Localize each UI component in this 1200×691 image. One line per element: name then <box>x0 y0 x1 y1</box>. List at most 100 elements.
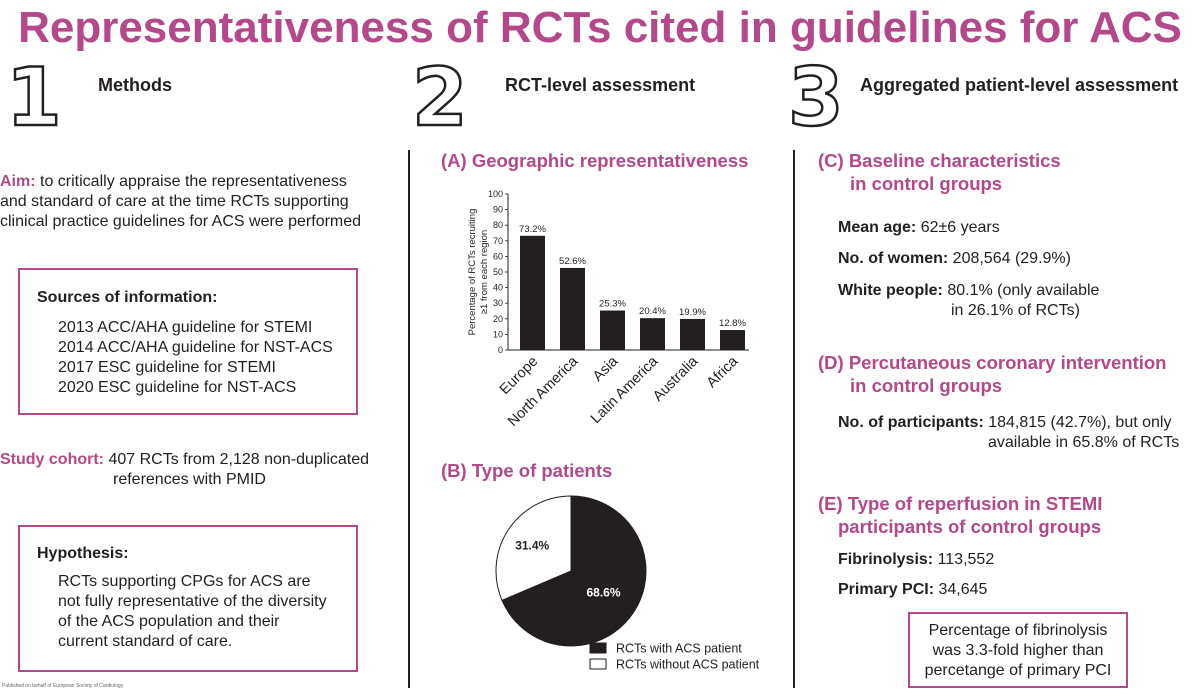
section-a-title: (A) Geographic representativeness <box>441 150 749 171</box>
sources-list: 2013 ACC/AHA guideline for STEMI 2014 AC… <box>58 318 333 398</box>
y-tick-label: 50 <box>493 267 503 277</box>
aim-text-line-1: to critically appraise the representativ… <box>35 173 347 190</box>
section-c-title: (C) Baseline characteristics in control … <box>818 149 1061 195</box>
y-tick-label: 90 <box>493 205 503 215</box>
y-tick-label: 10 <box>493 329 503 339</box>
rct-level-heading: RCT-level assessment <box>505 75 696 95</box>
legend-label: RCTs without ACS patient <box>616 658 760 672</box>
section-e-title: (E) Type of reperfusion in STEMI partici… <box>818 492 1102 538</box>
section-d-title: (D) Percutaneous coronary intervention i… <box>818 351 1166 397</box>
hypothesis-title: Hypothesis: <box>37 545 129 562</box>
aim-label: Aim: <box>0 173 36 190</box>
category-label: Africa <box>704 353 742 391</box>
white-value-line-1: 80.1% (only available <box>942 282 1100 299</box>
y-tick-label: 100 <box>488 189 503 199</box>
conclusion-line: percetange of primary PCI <box>924 662 1112 679</box>
y-axis-label-line-1: Percentage of RCTs recruiting <box>467 209 478 336</box>
category-label: Asia <box>590 353 622 385</box>
mean-age: Mean age: 62±6 years <box>838 218 1000 238</box>
aim-text-line-3: clinical practice guidelines for ACS wer… <box>0 213 362 230</box>
pie-data-label: 31.4% <box>515 538 549 552</box>
pie-slice-without-acs <box>495 495 572 602</box>
footer-note: Published on behalf of European Society … <box>2 683 124 689</box>
source-item: 2014 ACC/AHA guideline for NST-ACS <box>58 339 333 356</box>
primary-pci: Primary PCI: 34,645 <box>838 580 987 600</box>
bar-north-america <box>560 267 585 350</box>
hypothesis-line: current standard of care. <box>58 633 233 650</box>
y-tick-label: 80 <box>493 220 503 230</box>
participants-value-line-1: 184,815 (42.7%), but only <box>983 414 1172 431</box>
section-c-line-1: (C) Baseline characteristics <box>818 150 1061 171</box>
primary-pci-value: 34,645 <box>934 581 988 598</box>
column-number-2: 2 <box>411 51 469 144</box>
y-tick-label: 0 <box>498 345 503 355</box>
sources-box: Sources of information: 2013 ACC/AHA gui… <box>18 268 358 415</box>
y-tick-label: 60 <box>493 251 503 261</box>
participants-value-line-2: available in 65.8% of RCTs <box>988 434 1180 451</box>
methods-heading: Methods <box>98 75 172 95</box>
bar-europe <box>520 235 545 350</box>
legend-swatch <box>589 642 607 654</box>
cohort-block: Study cohort: 407 RCTs from 2,128 non-du… <box>0 450 405 490</box>
bar-latin-america <box>640 318 665 350</box>
cohort-label: Study cohort: <box>0 451 104 468</box>
fibrinolysis-label: Fibrinolysis: <box>838 551 934 568</box>
section-e-line-2: participants of control groups <box>838 516 1102 537</box>
page-title: Representativeness of RCTs cited in guid… <box>18 3 1182 52</box>
y-tick-label: 70 <box>493 236 503 246</box>
mean-age-label: Mean age: <box>838 219 917 236</box>
bar-data-label: 20.4% <box>639 306 666 317</box>
source-item: 2013 ACC/AHA guideline for STEMI <box>58 319 313 336</box>
mean-age-value: 62±6 years <box>916 219 1000 236</box>
cohort-text-line-1: 407 RCTs from 2,128 non-duplicated <box>108 451 370 468</box>
conclusion-box: Percentage of fibrinolysis was 3.3-fold … <box>908 612 1128 688</box>
y-axis-label: Percentage of RCTs recruiting≥1 from eac… <box>467 209 490 336</box>
conclusion-line: Percentage of fibrinolysis <box>928 622 1108 639</box>
primary-pci-label: Primary PCI: <box>838 581 935 598</box>
pie-slice-with-acs <box>501 495 647 647</box>
geographic-bar-chart: 0 10 20 30 40 50 60 70 80 90 100 Percentage of RCTs… <box>467 189 749 430</box>
conclusion-line: was 3.3-fold higher than <box>932 642 1104 659</box>
white-people: White people: 80.1% (only available in 2… <box>838 281 1099 321</box>
column-number-3: 3 <box>787 51 845 144</box>
hypothesis-line: RCTs supporting CPGs for ACS are <box>58 573 311 590</box>
pie-data-label: 68.6% <box>587 586 621 600</box>
section-d-line-1: (D) Percutaneous coronary intervention <box>818 352 1167 373</box>
column-number-1: 1 <box>5 51 63 144</box>
bar-data-label: 19.9% <box>679 307 706 318</box>
hypothesis-line: not fully representative of the diversit… <box>58 593 327 610</box>
white-value-line-2: in 26.1% of RCTs) <box>951 302 1080 319</box>
hypothesis-box: Hypothesis: RCTs supporting CPGs for ACS… <box>18 525 358 672</box>
participants-label: No. of participants: <box>838 414 984 431</box>
legend-label: RCTs with ACS patient <box>616 642 742 656</box>
y-tick-label: 30 <box>493 298 503 308</box>
aim-text-line-2: and standard of care at the time RCTs su… <box>0 193 349 210</box>
y-tick-label: 20 <box>493 314 503 324</box>
women-value: 208,564 (29.9%) <box>948 250 1071 267</box>
bar-australia <box>680 318 705 350</box>
cohort-text-line-2: references with PMID <box>113 471 266 488</box>
bar-asia <box>600 310 625 350</box>
bar-data-label: 12.8% <box>719 318 746 329</box>
patient-type-pie-chart: 68.6% 31.4% RCTs with ACS patient RCTs with… <box>495 495 760 672</box>
section-d-line-2: in control groups <box>850 375 1003 396</box>
category-label: North America <box>505 353 582 430</box>
participants: No. of participants: 184,815 (42.7%), bu… <box>838 413 1179 453</box>
aim-block: Aim: to critically appraise the represen… <box>0 172 400 232</box>
white-label: White people: <box>838 282 943 299</box>
fibrinolysis-value: 113,552 <box>933 551 995 568</box>
hypothesis-line: of the ACS population and their <box>58 613 280 630</box>
sources-title: Sources of information: <box>37 289 218 306</box>
section-c-line-2: in control groups <box>850 173 1003 194</box>
column-divider-left <box>408 150 410 688</box>
bar-data-label: 25.3% <box>599 299 626 310</box>
y-tick-label: 40 <box>493 283 503 293</box>
y-axis-label-line-2: ≥1 from each region <box>479 230 490 314</box>
hypothesis-text: RCTs supporting CPGs for ACS are not ful… <box>58 572 327 652</box>
bar-africa <box>720 330 745 350</box>
legend-swatch <box>589 658 607 670</box>
source-item: 2020 ESC guideline for NST-ACS <box>58 379 297 396</box>
patient-level-heading: Aggregated patient-level assessment <box>860 75 1179 95</box>
women-count: No. of women: 208,564 (29.9%) <box>838 249 1071 269</box>
bar-data-label: 52.6% <box>559 256 586 267</box>
